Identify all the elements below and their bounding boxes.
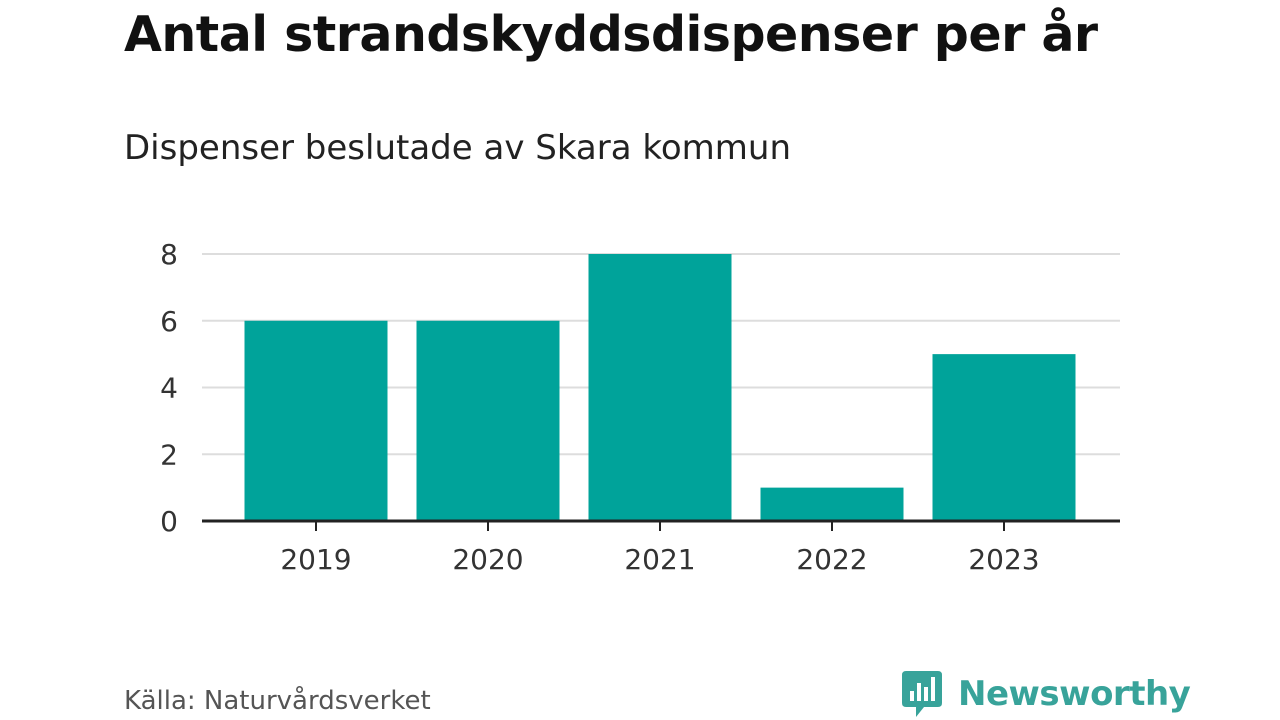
chart-subtitle: Dispenser beslutade av Skara kommun — [124, 128, 792, 168]
x-tick-label: 2020 — [452, 543, 523, 576]
y-tick-label: 0 — [160, 505, 178, 538]
source-note: Källa: Naturvårdsverket — [124, 686, 431, 716]
bar-2023 — [932, 354, 1076, 521]
chart-title: Antal strandskyddsdispenser per år — [124, 6, 1098, 63]
y-tick-label: 2 — [160, 438, 178, 471]
x-tick-label: 2023 — [968, 543, 1039, 576]
x-tick-label: 2019 — [280, 543, 351, 576]
bar-2019 — [244, 320, 388, 521]
bar-2022 — [760, 487, 904, 521]
newsworthy-logo-icon — [902, 671, 942, 717]
y-tick-label: 6 — [160, 305, 178, 338]
brand-logo: Newsworthy — [902, 670, 1191, 718]
x-tick-label: 2022 — [796, 543, 867, 576]
y-tick-label: 4 — [160, 372, 178, 405]
bar-2021 — [588, 254, 732, 521]
y-tick-label: 8 — [160, 238, 178, 271]
x-tick-label: 2021 — [624, 543, 695, 576]
brand-name: Newsworthy — [958, 674, 1191, 714]
bar-2020 — [416, 320, 560, 521]
